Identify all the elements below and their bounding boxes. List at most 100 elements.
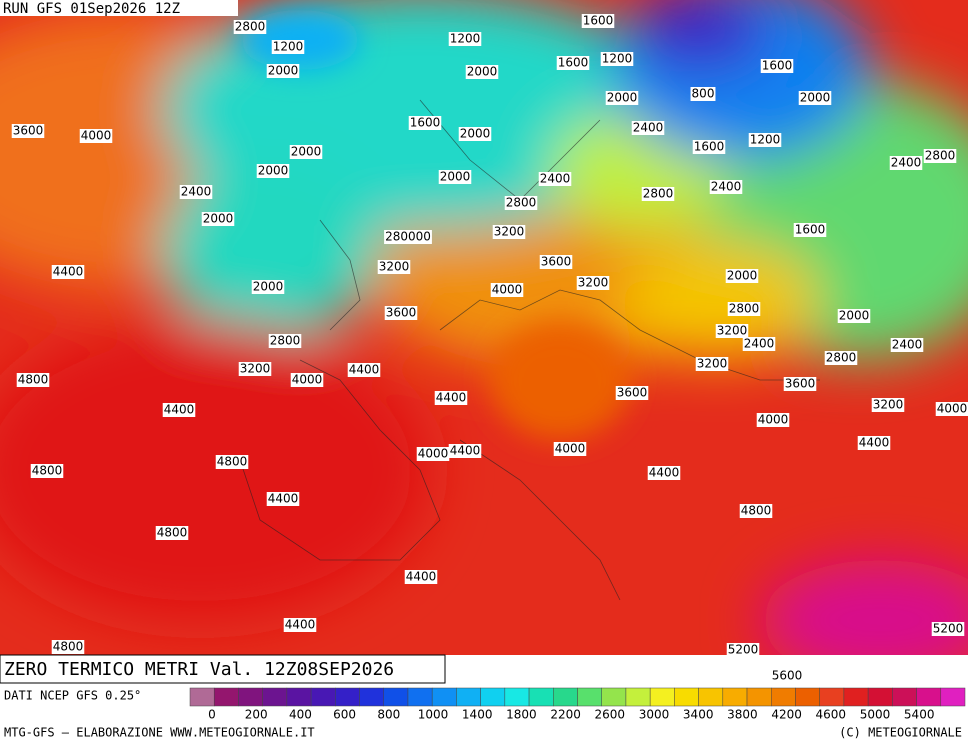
credit: MTG-GFS — ELABORAZIONE WWW.METEOGIORNALE… xyxy=(4,726,315,740)
contour-label: 3600 xyxy=(541,255,572,269)
contour-label-bg xyxy=(793,223,827,237)
contour-label: 3200 xyxy=(494,225,525,239)
contour-label: 2000 xyxy=(460,127,491,141)
contour-label-group: 4400 xyxy=(434,391,468,405)
colorbar-swatch xyxy=(819,687,845,707)
contour-label: 2000 xyxy=(800,91,831,105)
colorbar-label: 2600 xyxy=(595,708,626,722)
contour-label-group: 4000 xyxy=(756,413,790,427)
contour-label-group: 3200 xyxy=(576,276,610,290)
colorbar-swatch xyxy=(431,687,457,707)
contour-label-group: 1600 xyxy=(793,223,827,237)
contour-label-group: 1600 xyxy=(760,59,794,73)
contour-label-bg xyxy=(377,260,411,274)
contour-label: 2000 xyxy=(467,65,498,79)
contour-label-bg xyxy=(162,403,196,417)
contour-label-bg xyxy=(824,351,858,365)
colorbar-swatch xyxy=(383,687,409,707)
contour-label-bg xyxy=(890,338,924,352)
contour-label-bg xyxy=(408,116,442,130)
contour-label-group: 2000 xyxy=(289,145,323,159)
contour-label-bg xyxy=(215,455,249,469)
contour-label: 4800 xyxy=(53,640,84,654)
contour-label-group: 3200 xyxy=(871,398,905,412)
colorbar-swatch xyxy=(335,687,360,707)
contour-label-group: 2400 xyxy=(538,172,572,186)
contour-label-bg xyxy=(201,212,235,226)
contour-label-group: 2400 xyxy=(889,156,923,170)
contour-label-group: 4800 xyxy=(155,526,189,540)
contour-label-group: 4400 xyxy=(448,444,482,458)
contour-label-bg xyxy=(760,59,794,73)
contour-label-group: 4000 xyxy=(935,402,968,416)
colorbar-label: 400 xyxy=(289,708,312,722)
colorbar-swatch xyxy=(262,687,288,707)
contour-label-bg xyxy=(726,643,760,657)
colorbar-label: 4200 xyxy=(771,708,802,722)
contour-label-group: 4400 xyxy=(266,492,300,506)
contour-label: 3600 xyxy=(13,124,44,138)
contour-label-bg xyxy=(266,64,300,78)
colorbar-swatch xyxy=(795,687,820,707)
contour-label-bg xyxy=(539,255,573,269)
colorbar-label: 1800 xyxy=(506,708,537,722)
contour-label-bg xyxy=(384,230,432,244)
contour-label-bg xyxy=(11,124,45,138)
contour-label-group: 4400 xyxy=(857,436,891,450)
colorbar-swatch xyxy=(746,687,772,707)
contour-label-bg xyxy=(692,140,726,154)
contour-label-bg xyxy=(690,87,716,101)
contour-label: 2800 xyxy=(270,334,301,348)
contour-label-bg xyxy=(647,466,681,480)
contour-label-group: 2000 xyxy=(438,170,472,184)
contour-label-group: 2800 xyxy=(824,351,858,365)
contour-label: 2800 xyxy=(506,196,537,210)
contour-label: 4400 xyxy=(450,444,481,458)
contour-label: 2400 xyxy=(891,156,922,170)
contour-label: 4800 xyxy=(217,455,248,469)
contour-label-group: 3600 xyxy=(384,306,418,320)
contour-label: 2000 xyxy=(203,212,234,226)
contour-label-group: 3200 xyxy=(492,225,526,239)
contour-label-bg xyxy=(715,324,749,338)
contour-label: 4000 xyxy=(81,129,112,143)
contour-label-bg xyxy=(889,156,923,170)
contour-label-group: 1200 xyxy=(600,52,634,66)
contour-label-bg xyxy=(79,129,113,143)
colorbar-label: 1000 xyxy=(418,708,449,722)
colorbar-label: 3000 xyxy=(639,708,670,722)
contour-label: 2400 xyxy=(540,172,571,186)
colorbar-swatch xyxy=(674,687,699,707)
contour-label-bg xyxy=(871,398,905,412)
contour-label-group: 5200 xyxy=(726,643,760,657)
contour-label-bg xyxy=(347,363,381,377)
contour-label: 4400 xyxy=(406,570,437,584)
contour-label: 2400 xyxy=(892,338,923,352)
colorbar-swatch xyxy=(771,687,796,707)
contour-label-group: 2800 xyxy=(727,302,761,316)
contour-label-bg xyxy=(538,172,572,186)
contour-label: 4400 xyxy=(268,492,299,506)
colorbar-swatch xyxy=(480,687,506,707)
contour-label: 2000 xyxy=(258,164,289,178)
contour-label-bg xyxy=(727,302,761,316)
contour-label-group: 4800 xyxy=(739,504,773,518)
contour-label-group: 2000 xyxy=(725,269,759,283)
contour-label-bg xyxy=(742,337,776,351)
colorbar-swatch xyxy=(916,687,942,707)
contour-label-group: 1600 xyxy=(556,56,590,70)
colorbar-label: 3800 xyxy=(727,708,758,722)
contour-label-group: 280000 xyxy=(384,230,432,244)
contour-label: 1600 xyxy=(795,223,826,237)
contour-label: 2800 xyxy=(925,149,956,163)
contour-label-group: 4400 xyxy=(283,618,317,632)
contour-label: 4000 xyxy=(555,442,586,456)
contour-label-group: 4800 xyxy=(215,455,249,469)
run-info: RUN GFS 01Sep2026 12Z xyxy=(3,1,180,17)
contour-label-bg xyxy=(238,362,272,376)
contour-label: 1600 xyxy=(410,116,441,130)
contour-label: 2000 xyxy=(839,309,870,323)
contour-label-bg xyxy=(155,526,189,540)
contour-label: 2800 xyxy=(729,302,760,316)
colorbar-label: 0 xyxy=(208,708,216,722)
